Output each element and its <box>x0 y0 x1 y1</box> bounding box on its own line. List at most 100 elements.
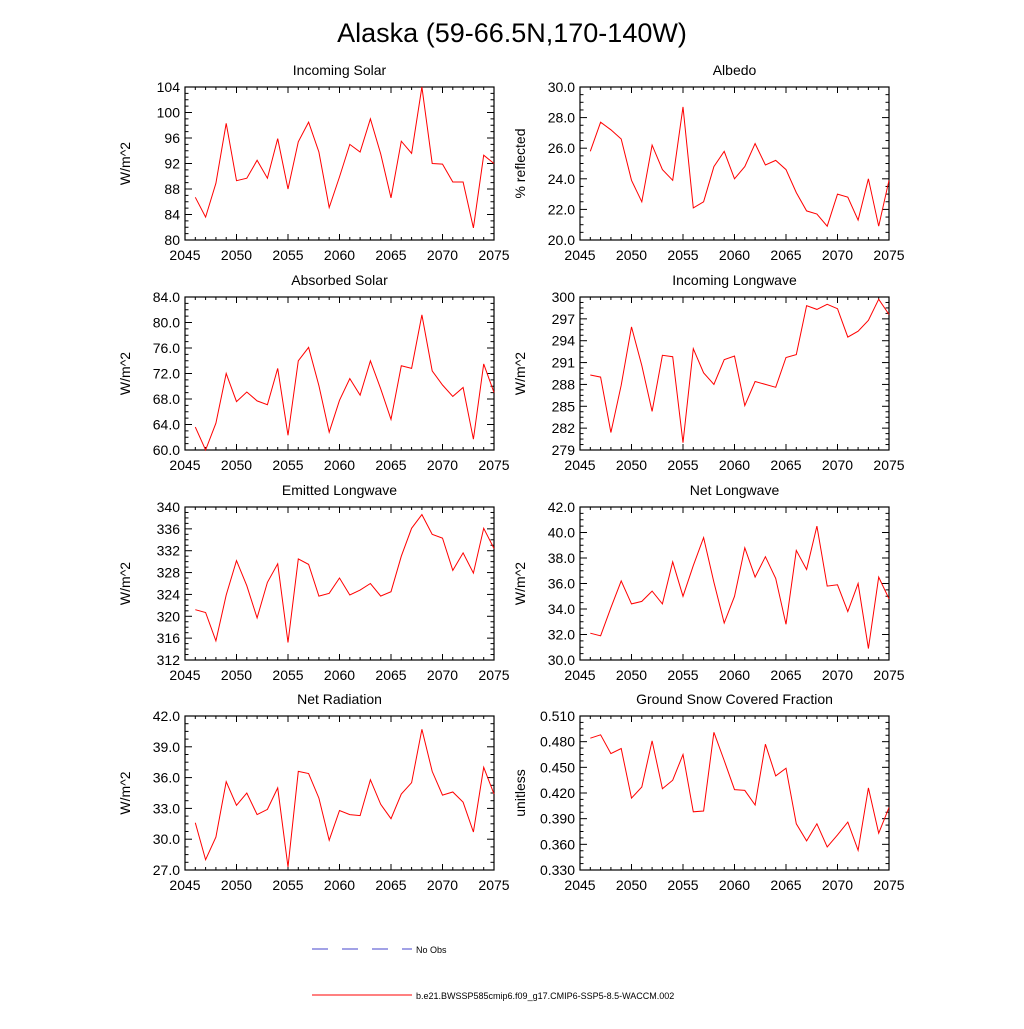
y-tick-label: 100 <box>157 105 181 121</box>
data-point <box>482 527 485 530</box>
y-tick-label: 0.480 <box>540 734 575 750</box>
y-tick-label: 0.390 <box>540 811 575 827</box>
data-point <box>630 797 633 800</box>
data-point <box>359 814 362 817</box>
data-point <box>712 165 715 168</box>
data-point <box>245 177 248 180</box>
data-point <box>410 781 413 784</box>
data-point <box>805 839 808 842</box>
data-point <box>682 441 685 444</box>
x-tick-label: 2065 <box>770 457 801 473</box>
data-point <box>702 200 705 203</box>
data-point <box>743 789 746 792</box>
x-tick-label: 2055 <box>272 457 303 473</box>
y-axis-label: W/m^2 <box>117 142 133 185</box>
data-point <box>276 137 279 140</box>
chart-panel-5: 2045 2050 2055 2060 2065 2070 2075 312 316 320 324… <box>117 482 510 683</box>
data-point <box>826 845 829 848</box>
data-point <box>723 622 726 625</box>
x-tick-label: 2060 <box>324 667 355 683</box>
y-tick-label: 0.450 <box>540 759 575 775</box>
data-point <box>214 836 217 839</box>
plot-frame <box>579 296 890 451</box>
y-tick-label: 88 <box>164 181 180 197</box>
data-point <box>785 356 788 359</box>
data-point <box>369 778 372 781</box>
data-series-line <box>590 732 890 853</box>
x-tick-label: 2055 <box>272 667 303 683</box>
data-point <box>609 752 612 755</box>
data-point <box>204 449 207 452</box>
data-point <box>671 560 674 563</box>
data-series-line <box>194 86 495 229</box>
data-point <box>204 858 207 861</box>
data-point <box>795 549 798 552</box>
x-tick-label: 2075 <box>478 247 509 263</box>
data-point <box>836 583 839 586</box>
data-point <box>661 168 664 171</box>
x-tick-label: 2060 <box>719 667 750 683</box>
data-point <box>651 144 654 147</box>
data-series-line <box>590 298 890 443</box>
y-tick-label: 36.0 <box>548 576 575 592</box>
data-point <box>472 831 475 834</box>
y-tick-label: 312 <box>157 652 181 668</box>
chart-panel-2: 2045 2050 2055 2060 2065 2070 2075 20.0 22.0 24.0… <box>512 62 905 263</box>
data-point <box>888 597 891 600</box>
y-tick-label: 39.0 <box>153 739 180 755</box>
data-point <box>661 787 664 790</box>
y-tick-label: 92 <box>164 156 180 172</box>
data-point <box>390 196 393 199</box>
data-point <box>671 355 674 358</box>
data-point <box>785 168 788 171</box>
data-point <box>328 839 331 842</box>
data-point <box>651 590 654 593</box>
data-point <box>204 611 207 614</box>
data-point <box>620 384 623 387</box>
data-point <box>462 180 465 183</box>
data-point <box>204 216 207 219</box>
data-point <box>651 410 654 413</box>
data-point <box>482 362 485 365</box>
data-point <box>400 555 403 558</box>
x-tick-label: 2070 <box>822 877 853 893</box>
data-point <box>297 770 300 773</box>
data-point <box>390 817 393 820</box>
y-tick-label: 80.0 <box>153 315 180 331</box>
x-tick-label: 2055 <box>667 877 698 893</box>
x-tick-label: 2050 <box>221 247 252 263</box>
data-point <box>877 832 880 835</box>
y-tick-label: 24.0 <box>548 171 575 187</box>
data-point <box>640 600 643 603</box>
x-tick-label: 2070 <box>822 247 853 263</box>
y-tick-label: 294 <box>552 333 576 349</box>
data-series-line <box>195 513 495 643</box>
y-tick-label: 64.0 <box>153 417 180 433</box>
x-tick-label: 2065 <box>375 247 406 263</box>
y-tick-label: 26.0 <box>548 140 575 156</box>
x-tick-label: 2050 <box>221 877 252 893</box>
data-point <box>805 304 808 307</box>
panel-title: Incoming Longwave <box>672 272 797 288</box>
data-point <box>671 779 674 782</box>
data-point <box>599 121 602 124</box>
y-tick-label: 84.0 <box>153 289 180 305</box>
y-tick-label: 320 <box>157 608 181 624</box>
data-point <box>826 303 829 306</box>
data-point <box>826 585 829 588</box>
x-tick-label: 2055 <box>667 667 698 683</box>
chart-panel-8: 2045 2050 2055 2060 2065 2070 2075 0.330 0.360 0.… <box>512 691 905 893</box>
y-tick-label: 68.0 <box>153 391 180 407</box>
y-tick-label: 33.0 <box>153 800 180 816</box>
data-point <box>472 226 475 229</box>
data-point <box>225 593 228 596</box>
data-point <box>287 188 290 191</box>
data-point <box>599 634 602 637</box>
data-point <box>857 219 860 222</box>
x-tick-label: 2065 <box>770 247 801 263</box>
y-tick-label: 30.0 <box>548 652 575 668</box>
data-point <box>245 390 248 393</box>
data-point <box>462 551 465 554</box>
data-point <box>712 581 715 584</box>
data-point <box>826 225 829 228</box>
